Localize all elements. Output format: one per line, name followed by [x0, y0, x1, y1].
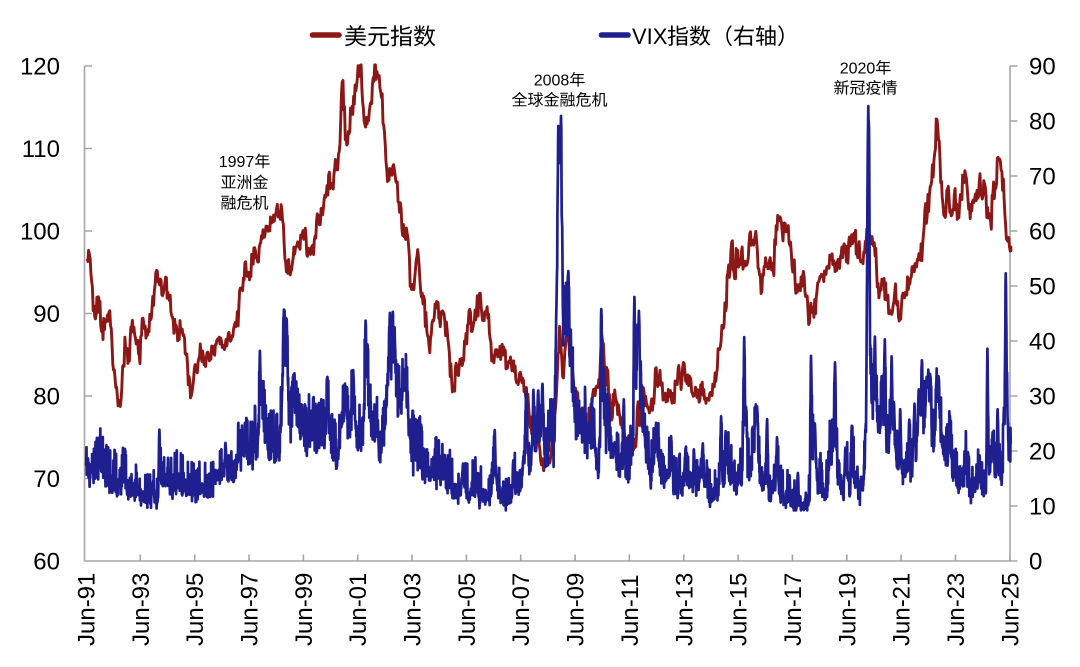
- svg-text:Jun-25: Jun-25: [997, 573, 1024, 646]
- svg-text:80: 80: [33, 383, 60, 410]
- svg-text:Jun-23: Jun-23: [943, 573, 970, 646]
- svg-text:0: 0: [1029, 548, 1042, 575]
- svg-text:70: 70: [33, 466, 60, 493]
- svg-text:60: 60: [33, 548, 60, 575]
- svg-text:Jun-17: Jun-17: [780, 573, 807, 646]
- svg-text:110: 110: [22, 136, 60, 163]
- svg-text:2020: 2020: [840, 61, 876, 78]
- svg-text:100: 100: [20, 218, 60, 245]
- svg-text:60: 60: [1029, 218, 1056, 245]
- svg-text:120: 120: [20, 53, 60, 80]
- svg-text:80: 80: [1029, 108, 1056, 135]
- svg-text:Jun-03: Jun-03: [400, 573, 427, 646]
- svg-text:Jun-19: Jun-19: [834, 573, 861, 646]
- svg-text:30: 30: [1029, 383, 1056, 410]
- svg-text:Jun-13: Jun-13: [671, 573, 698, 646]
- svg-text:Jun-99: Jun-99: [291, 573, 318, 646]
- svg-text:90: 90: [1029, 53, 1056, 80]
- svg-text:Jun-07: Jun-07: [508, 573, 535, 646]
- svg-text:Jun-97: Jun-97: [237, 573, 264, 646]
- svg-text:Jun-11: Jun-11: [617, 574, 644, 646]
- svg-text:2008: 2008: [534, 73, 570, 90]
- svg-text:50: 50: [1029, 273, 1056, 300]
- svg-text:Jun-15: Jun-15: [726, 573, 753, 646]
- svg-text:90: 90: [33, 301, 60, 328]
- svg-text:Jun-21: Jun-21: [889, 573, 916, 646]
- svg-text:20: 20: [1029, 438, 1056, 465]
- svg-text:40: 40: [1029, 328, 1056, 355]
- svg-text:VIX: VIX: [632, 24, 668, 49]
- svg-text:Jun-91: Jun-91: [74, 573, 101, 646]
- svg-text:Jun-05: Jun-05: [454, 573, 481, 646]
- svg-text:Jun-95: Jun-95: [182, 573, 209, 646]
- svg-text:Jun-93: Jun-93: [128, 573, 155, 646]
- svg-text:10: 10: [1029, 493, 1056, 520]
- svg-text:1997: 1997: [219, 154, 255, 171]
- svg-text:70: 70: [1029, 163, 1056, 190]
- svg-text:Jun-01: Jun-01: [345, 573, 372, 646]
- svg-text:Jun-09: Jun-09: [563, 573, 590, 646]
